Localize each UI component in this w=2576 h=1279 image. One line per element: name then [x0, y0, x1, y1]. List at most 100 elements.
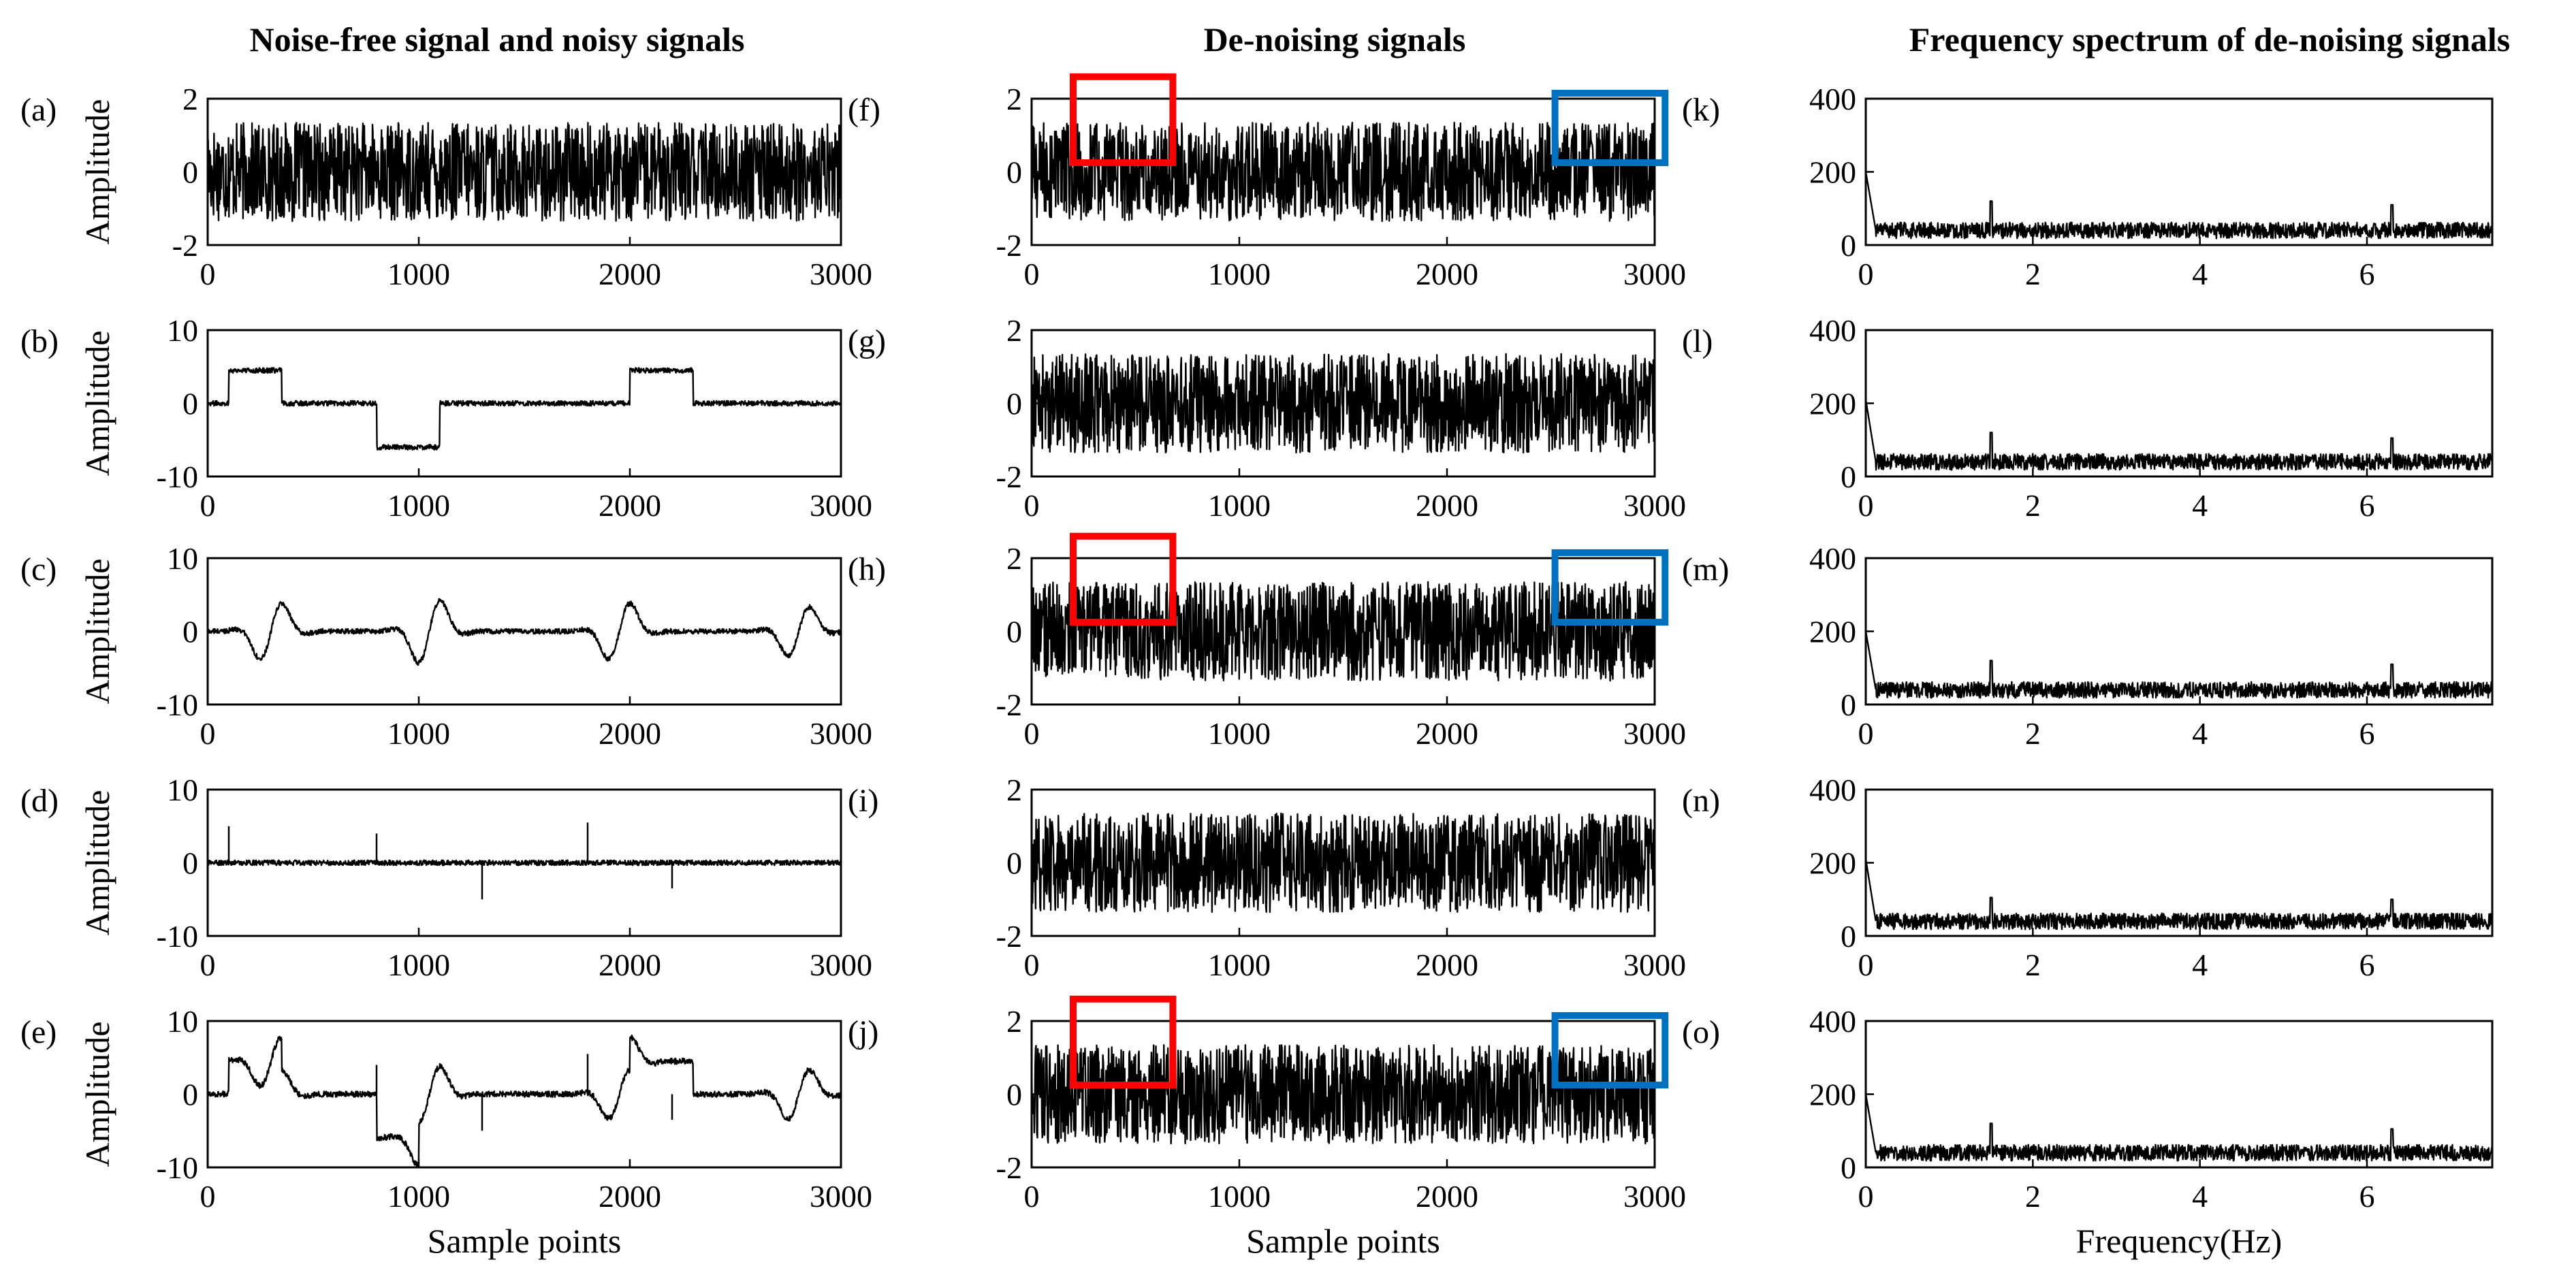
- axes-frame: [1864, 97, 2494, 246]
- x-tick-label: 3000: [810, 488, 872, 523]
- x-tick-label: 2: [2025, 716, 2041, 751]
- blue-highlight-box: [1551, 1011, 1669, 1089]
- y-tick-label: 400: [1809, 541, 1856, 576]
- y-tick-label: -2: [172, 228, 198, 263]
- x-tick-label: 3000: [1623, 488, 1686, 523]
- x-tick-label: 0: [200, 1179, 216, 1214]
- panel-label: (e): [20, 1014, 57, 1050]
- x-tick-label: 0: [1858, 948, 1874, 982]
- panel-m: (m) 0 200 400 0 2 4 6: [1682, 541, 2494, 751]
- signal-trace: [1864, 399, 2494, 471]
- red-highlight-box: [1070, 73, 1177, 167]
- y-tick-label: 200: [1809, 1078, 1856, 1112]
- x-tick-label: 3000: [810, 716, 872, 751]
- y-tick-label: -2: [996, 919, 1022, 954]
- panel-label: (a): [20, 92, 57, 128]
- x-tick-label: 6: [2359, 716, 2375, 751]
- panel-label: (i): [848, 783, 878, 819]
- x-tick-label: 0: [200, 948, 216, 982]
- x-tick-label: 0: [1858, 1179, 1874, 1214]
- y-tick-label: -2: [996, 687, 1022, 722]
- x-tick-label: 6: [2359, 1179, 2375, 1214]
- column-title-denoised: De-noising signals: [1204, 20, 1466, 59]
- signal-trace: [206, 367, 842, 451]
- panel-label: (n): [1682, 783, 1720, 819]
- panel-label: (g): [848, 323, 886, 359]
- signal-trace: [1864, 858, 2494, 930]
- signal-trace: [1030, 581, 1656, 682]
- x-tick-label: 2000: [1416, 716, 1478, 751]
- panel-label: (f): [848, 92, 880, 128]
- y-tick-label: 0: [182, 155, 198, 190]
- x-tick-label: 0: [1858, 716, 1874, 751]
- panel-label: (o): [1682, 1014, 1720, 1050]
- y-axis-label: Amplitude: [78, 790, 116, 936]
- x-tick-label: 3000: [810, 1179, 872, 1214]
- x-tick-label: 3000: [1623, 716, 1686, 751]
- x-axis-label: Frequency(Hz): [2076, 1222, 2283, 1260]
- axes-frame: [1864, 557, 2494, 706]
- y-tick-label: 2: [1006, 82, 1022, 116]
- x-tick-label: 6: [2359, 257, 2375, 291]
- signal-trace: [206, 122, 842, 223]
- y-tick-label: 200: [1809, 387, 1856, 421]
- panel-k: (k) 0 200 400 0 2 4 6: [1682, 82, 2494, 291]
- x-tick-label: 0: [1858, 488, 1874, 523]
- x-tick-label: 4: [2192, 716, 2208, 751]
- y-tick-label: 400: [1809, 82, 1856, 116]
- x-tick-label: 0: [1024, 948, 1040, 982]
- y-axis-label: Amplitude: [78, 559, 116, 705]
- x-tick-label: 0: [1024, 1179, 1040, 1214]
- panel-label: (k): [1682, 92, 1720, 128]
- y-axis-label: Amplitude: [78, 99, 116, 245]
- x-tick-label: 3000: [810, 257, 872, 291]
- y-tick-label: 0: [182, 846, 198, 881]
- y-tick-label: 400: [1809, 1004, 1856, 1039]
- x-tick-label: 1000: [387, 488, 450, 523]
- y-tick-label: 2: [182, 82, 198, 116]
- y-tick-label: 10: [167, 773, 198, 807]
- x-tick-label: 0: [1024, 257, 1040, 291]
- y-tick-label: 10: [167, 313, 198, 348]
- panel-label: (b): [20, 323, 59, 359]
- x-tick-label: 2000: [599, 948, 661, 982]
- y-tick-label: 0: [182, 1078, 198, 1112]
- y-tick-label: 0: [1006, 387, 1022, 421]
- x-tick-label: 0: [200, 716, 216, 751]
- red-highlight-box: [1070, 532, 1177, 626]
- y-tick-label: 0: [1841, 459, 1856, 494]
- panel-label: (j): [848, 1014, 878, 1050]
- y-tick-label: 2: [1006, 773, 1022, 807]
- x-tick-label: 0: [200, 488, 216, 523]
- panel-label: (l): [1682, 323, 1713, 359]
- column-title-spectrum: Frequency spectrum of de-noising signals: [1909, 20, 2510, 59]
- y-tick-label: 200: [1809, 846, 1856, 881]
- x-tick-label: 2000: [1416, 948, 1478, 982]
- panel-label: (m): [1682, 551, 1729, 587]
- signal-trace: [207, 598, 842, 666]
- x-tick-label: 2000: [599, 257, 661, 291]
- panel-o: (o) 0 200 400 0 2 4 6 Frequency(Hz): [1682, 1004, 2494, 1260]
- x-tick-label: 2000: [599, 716, 661, 751]
- x-tick-label: 1000: [1208, 488, 1271, 523]
- signal-trace: [1030, 121, 1656, 223]
- y-tick-label: 200: [1809, 155, 1856, 190]
- signal-trace: [206, 859, 842, 867]
- x-tick-label: 0: [1024, 716, 1040, 751]
- x-tick-label: 4: [2192, 948, 2208, 982]
- x-tick-label: 2: [2025, 1179, 2041, 1214]
- x-tick-label: 1000: [1208, 257, 1271, 291]
- x-tick-label: 1000: [1208, 948, 1271, 982]
- y-tick-label: 200: [1809, 615, 1856, 649]
- y-tick-label: 2: [1006, 313, 1022, 348]
- y-tick-label: 2: [1006, 541, 1022, 576]
- y-tick-label: -2: [996, 1150, 1022, 1185]
- y-tick-label: -2: [996, 459, 1022, 494]
- signal-trace: [1864, 631, 2494, 699]
